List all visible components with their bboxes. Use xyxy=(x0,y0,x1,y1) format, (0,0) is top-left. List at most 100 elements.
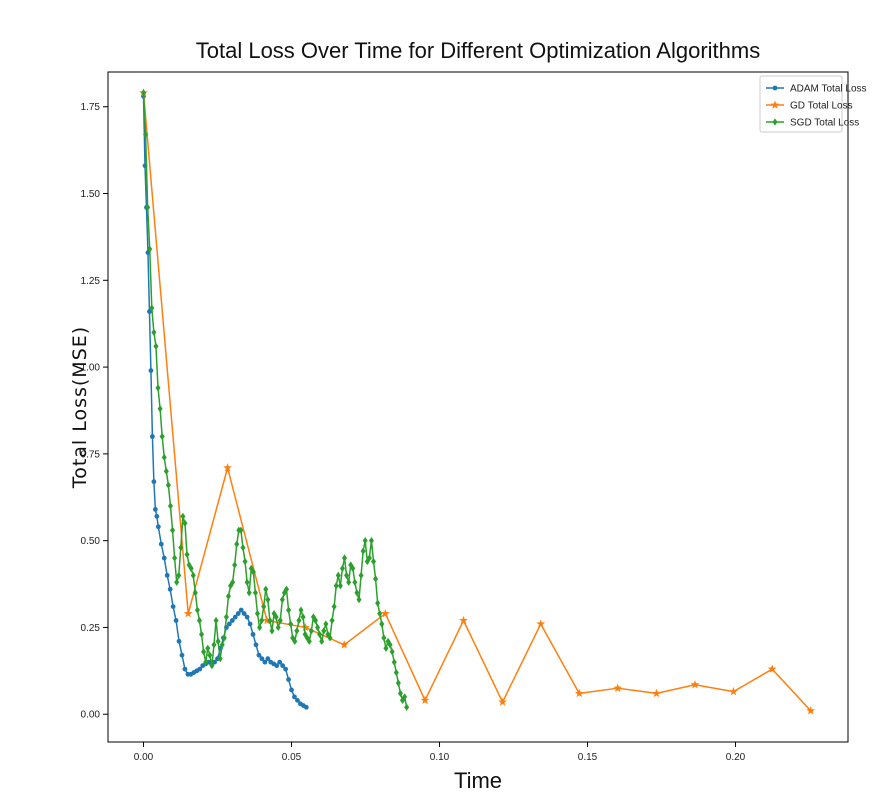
data-point xyxy=(207,651,213,659)
data-point xyxy=(301,622,310,632)
series-layer xyxy=(139,88,816,715)
data-point xyxy=(240,543,246,552)
data-point xyxy=(247,621,253,627)
data-point xyxy=(190,571,196,579)
data-point xyxy=(262,659,268,665)
data-point xyxy=(306,637,312,645)
data-point xyxy=(317,630,323,638)
data-point xyxy=(364,557,370,566)
data-point xyxy=(176,571,182,579)
data-point xyxy=(346,578,352,586)
data-point xyxy=(375,599,381,607)
data-point xyxy=(151,479,157,485)
data-point xyxy=(395,679,401,687)
data-point xyxy=(149,304,155,312)
data-point xyxy=(315,623,321,632)
data-point xyxy=(201,648,207,656)
data-point xyxy=(397,689,403,697)
x-axis-label: Time xyxy=(454,768,502,793)
data-point xyxy=(380,608,390,618)
y-tick-label: 0.75 xyxy=(81,449,101,460)
data-point xyxy=(362,537,368,545)
data-point xyxy=(319,637,325,645)
data-point xyxy=(141,89,147,97)
data-point xyxy=(373,575,379,583)
data-point xyxy=(690,680,700,689)
data-point xyxy=(341,554,348,562)
data-point xyxy=(335,571,341,579)
data-point xyxy=(223,613,229,621)
data-point xyxy=(246,589,252,597)
data-point xyxy=(277,659,283,665)
x-tick-label: 0.00 xyxy=(134,752,154,763)
data-point xyxy=(234,540,240,548)
data-point xyxy=(420,695,430,705)
y-tick-label: 0.00 xyxy=(81,710,101,721)
data-point xyxy=(153,342,159,350)
data-point xyxy=(238,526,244,534)
data-point xyxy=(358,571,364,579)
data-point xyxy=(242,557,248,566)
data-point xyxy=(232,561,238,569)
data-point xyxy=(155,384,161,392)
y-axis-label: Total Loss(MSE) xyxy=(69,326,91,489)
data-point xyxy=(391,658,397,666)
data-point xyxy=(261,603,267,611)
data-point xyxy=(327,634,333,642)
data-point xyxy=(310,613,316,621)
data-point xyxy=(203,658,209,666)
data-point xyxy=(337,582,343,590)
data-point xyxy=(173,618,179,623)
x-tick-label: 0.20 xyxy=(726,752,746,763)
legend-swatch-marker xyxy=(772,118,778,126)
y-tick-label: 1.25 xyxy=(81,276,101,287)
data-point xyxy=(329,616,335,625)
data-point xyxy=(360,547,366,555)
data-point xyxy=(295,697,300,703)
data-point xyxy=(215,637,221,645)
data-point xyxy=(235,611,241,616)
series-line xyxy=(142,92,812,712)
data-point xyxy=(267,616,273,625)
data-point xyxy=(188,564,194,573)
data-point xyxy=(182,666,188,672)
data-point xyxy=(286,677,291,682)
legend: ADAM Total Loss GD Total Loss SGD Total Lo… xyxy=(759,75,867,133)
data-point xyxy=(157,405,163,413)
data-point xyxy=(259,616,265,625)
data-point xyxy=(158,541,164,547)
data-point xyxy=(806,706,816,715)
data-point xyxy=(354,589,360,597)
data-point xyxy=(163,467,169,475)
data-point xyxy=(263,585,269,593)
data-point xyxy=(356,596,362,604)
data-point xyxy=(213,616,219,625)
data-point xyxy=(536,619,546,628)
data-point xyxy=(652,688,661,698)
data-point xyxy=(312,616,319,625)
series-group xyxy=(141,89,410,711)
y-tick-label: 1.00 xyxy=(81,363,101,374)
data-point xyxy=(159,432,165,441)
data-point xyxy=(283,585,290,593)
data-point xyxy=(377,609,383,618)
data-point xyxy=(321,627,327,635)
data-point xyxy=(164,572,170,578)
data-point xyxy=(352,578,358,586)
data-point xyxy=(170,604,176,610)
data-point xyxy=(217,655,223,663)
data-point xyxy=(154,513,160,519)
data-point xyxy=(221,634,227,642)
data-point xyxy=(143,130,149,139)
axes-frame xyxy=(107,71,849,743)
data-point xyxy=(298,606,304,614)
data-point xyxy=(165,481,171,489)
data-point xyxy=(350,564,356,573)
data-point xyxy=(197,666,203,672)
data-point xyxy=(265,596,271,604)
data-point xyxy=(281,589,287,597)
data-point xyxy=(294,627,300,635)
data-point xyxy=(613,683,623,692)
data-point xyxy=(271,609,277,618)
